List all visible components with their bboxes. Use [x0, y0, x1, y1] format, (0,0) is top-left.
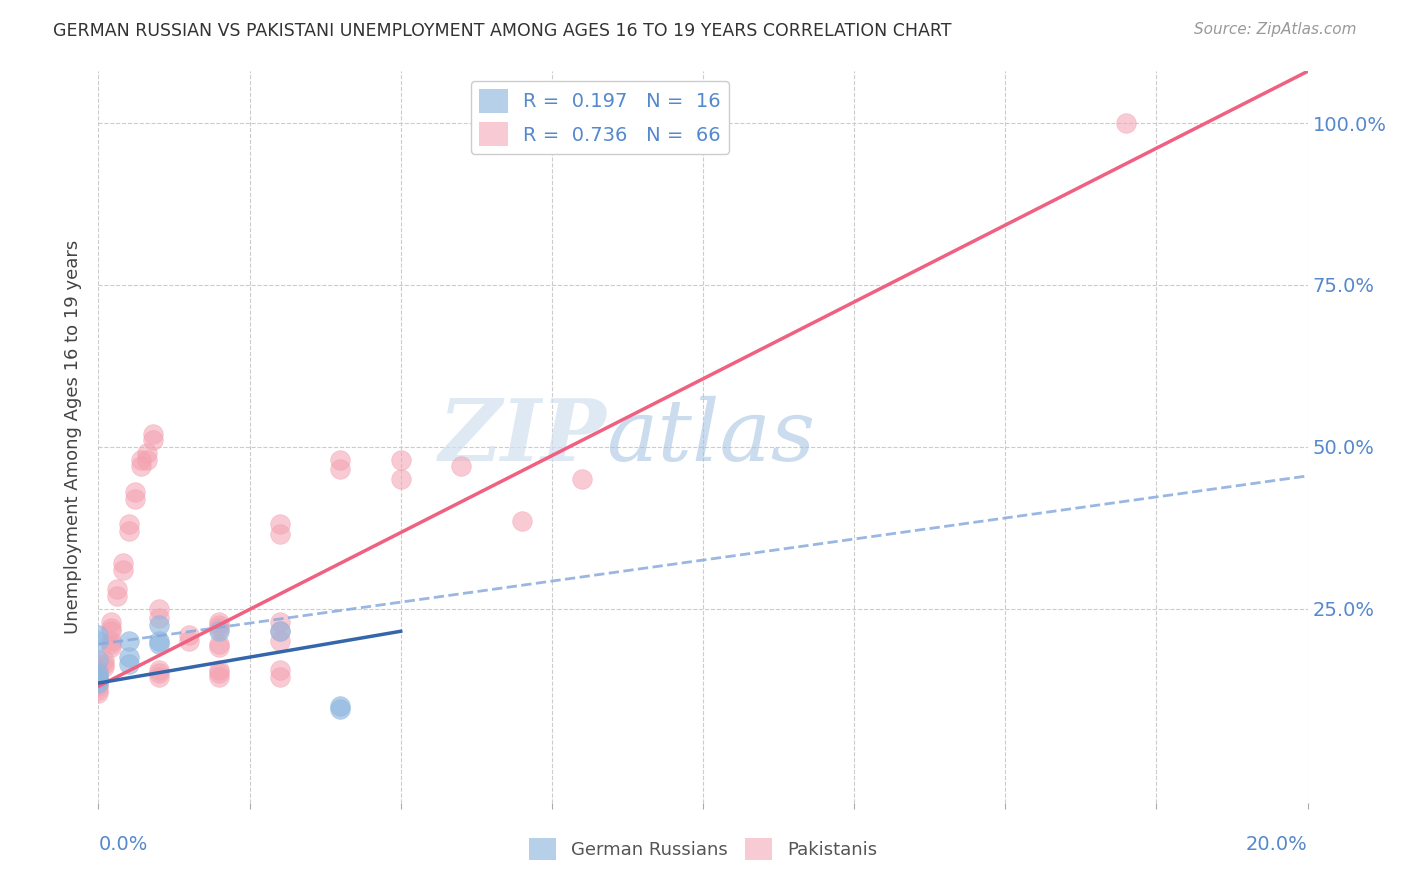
Point: [269, 517, 291, 532]
Point: [105, 582, 128, 597]
Point: [129, 459, 152, 474]
Point: [269, 663, 291, 677]
Point: [148, 634, 170, 648]
Point: [269, 669, 291, 683]
Point: [329, 462, 352, 476]
Point: [129, 452, 152, 467]
Point: [148, 617, 170, 632]
Point: [208, 621, 231, 635]
Point: [87, 673, 110, 687]
Point: [105, 589, 128, 603]
Point: [269, 624, 291, 639]
Point: [389, 452, 412, 467]
Point: [93, 657, 115, 671]
Point: [148, 663, 170, 677]
Text: 20.0%: 20.0%: [1246, 835, 1308, 855]
Point: [100, 634, 122, 648]
Point: [111, 563, 134, 577]
Point: [269, 634, 291, 648]
Text: atlas: atlas: [606, 396, 815, 478]
Point: [87, 666, 110, 681]
Point: [87, 673, 110, 687]
Point: [269, 615, 291, 629]
Point: [93, 660, 115, 674]
Point: [208, 663, 231, 677]
Point: [87, 663, 110, 677]
Point: [118, 634, 141, 648]
Point: [87, 669, 110, 683]
Text: ZIP: ZIP: [439, 395, 606, 479]
Text: Source: ZipAtlas.com: Source: ZipAtlas.com: [1194, 22, 1357, 37]
Point: [118, 650, 141, 665]
Y-axis label: Unemployment Among Ages 16 to 19 years: Unemployment Among Ages 16 to 19 years: [65, 240, 83, 634]
Point: [100, 615, 122, 629]
Point: [142, 426, 165, 441]
Point: [208, 640, 231, 655]
Point: [87, 653, 110, 667]
Point: [179, 627, 201, 641]
Point: [124, 485, 146, 500]
Text: 0.0%: 0.0%: [98, 835, 148, 855]
Point: [100, 621, 122, 635]
Point: [87, 679, 110, 693]
Point: [100, 624, 122, 639]
Point: [329, 702, 352, 716]
Point: [450, 459, 472, 474]
Point: [135, 446, 157, 460]
Point: [87, 686, 110, 700]
Point: [135, 452, 157, 467]
Text: GERMAN RUSSIAN VS PAKISTANI UNEMPLOYMENT AMONG AGES 16 TO 19 YEARS CORRELATION C: GERMAN RUSSIAN VS PAKISTANI UNEMPLOYMENT…: [53, 22, 952, 40]
Point: [208, 666, 231, 681]
Point: [87, 627, 110, 641]
Point: [87, 676, 110, 690]
Point: [100, 637, 122, 651]
Point: [111, 557, 134, 571]
Point: [87, 682, 110, 697]
Point: [87, 676, 110, 690]
Point: [100, 640, 122, 655]
Point: [208, 615, 231, 629]
Point: [118, 517, 141, 532]
Point: [93, 653, 115, 667]
Point: [148, 611, 170, 625]
Point: [208, 669, 231, 683]
Point: [208, 624, 231, 639]
Point: [269, 624, 291, 639]
Point: [142, 434, 165, 448]
Point: [148, 666, 170, 681]
Point: [269, 527, 291, 541]
Point: [208, 617, 231, 632]
Point: [329, 452, 352, 467]
Point: [571, 472, 593, 486]
Point: [148, 637, 170, 651]
Point: [87, 666, 110, 681]
Point: [148, 669, 170, 683]
Point: [124, 491, 146, 506]
Point: [389, 472, 412, 486]
Point: [179, 634, 201, 648]
Point: [148, 601, 170, 615]
Point: [118, 524, 141, 538]
Point: [118, 657, 141, 671]
Point: [87, 634, 110, 648]
Point: [208, 637, 231, 651]
Legend: German Russians, Pakistanis: German Russians, Pakistanis: [522, 830, 884, 867]
Point: [329, 698, 352, 713]
Point: [87, 669, 110, 683]
Point: [1115, 116, 1137, 130]
Point: [510, 514, 533, 528]
